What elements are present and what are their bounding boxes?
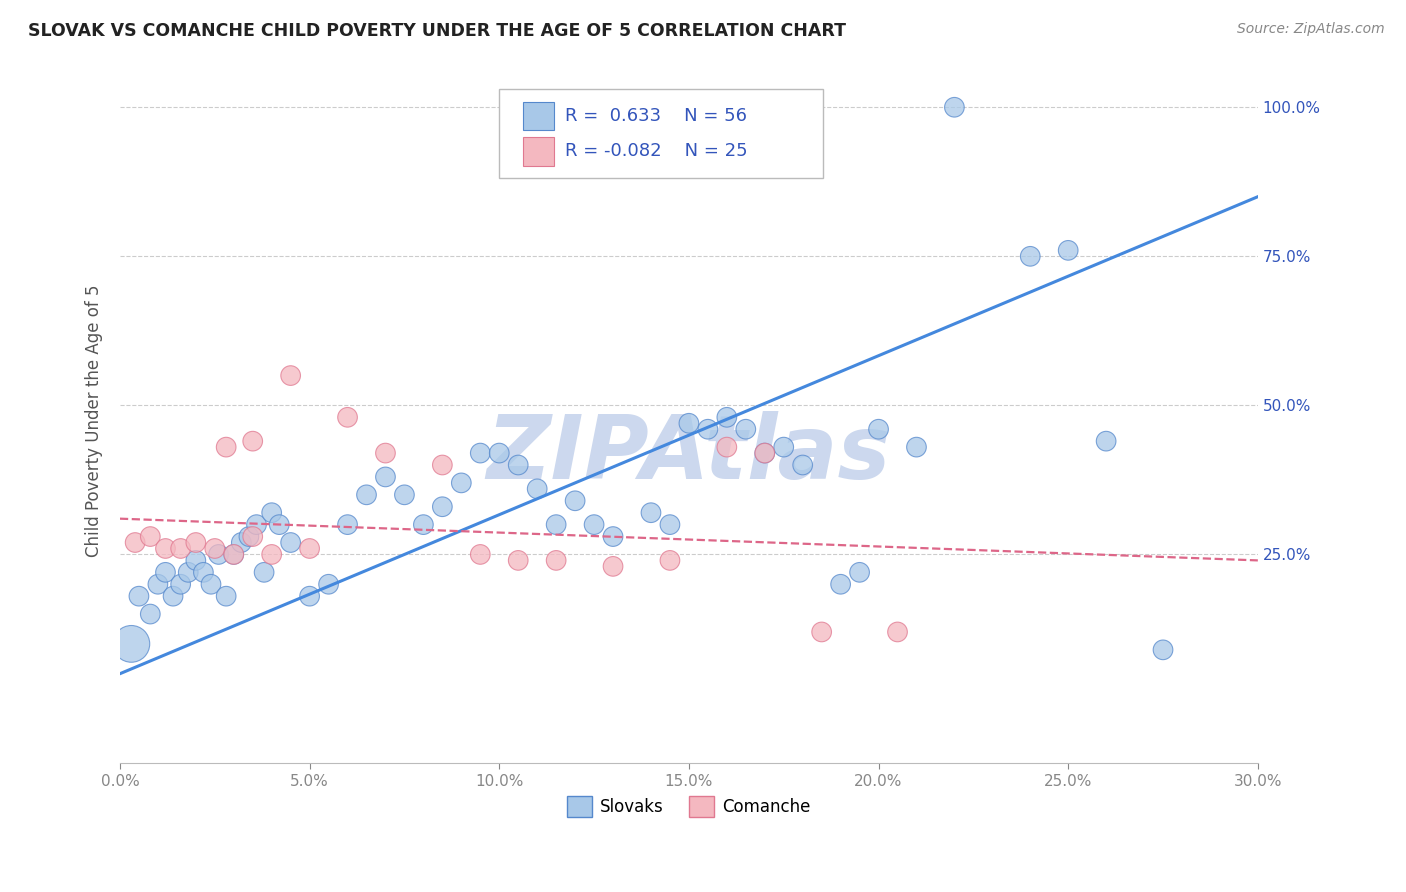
Slovaks <box>207 548 229 562</box>
Slovaks <box>754 446 776 460</box>
Slovaks <box>155 566 177 580</box>
Comanche <box>215 440 238 454</box>
Comanche <box>184 535 207 549</box>
Comanche <box>280 368 302 383</box>
Slovaks <box>678 417 700 431</box>
Slovaks <box>564 493 586 508</box>
Slovaks <box>1152 643 1174 657</box>
Slovaks <box>696 422 718 436</box>
Comanche <box>602 559 624 574</box>
Slovaks <box>450 475 472 490</box>
Slovaks <box>253 566 276 580</box>
Text: R =  0.633    N = 56: R = 0.633 N = 56 <box>565 107 747 125</box>
Slovaks <box>508 458 530 472</box>
Slovaks <box>269 517 291 532</box>
Comanche <box>139 530 162 544</box>
Slovaks <box>546 517 568 532</box>
Slovaks <box>374 470 396 484</box>
Slovaks <box>658 517 681 532</box>
Slovaks <box>716 410 738 425</box>
Slovaks <box>905 440 928 454</box>
Comanche <box>508 553 530 567</box>
Slovaks <box>231 535 253 549</box>
Comanche <box>169 541 191 556</box>
Slovaks <box>184 553 207 567</box>
Slovaks <box>128 589 150 603</box>
Text: Source: ZipAtlas.com: Source: ZipAtlas.com <box>1237 22 1385 37</box>
Slovaks <box>146 577 169 591</box>
Slovaks <box>394 488 416 502</box>
Slovaks <box>470 446 492 460</box>
Slovaks <box>488 446 510 460</box>
Slovaks <box>583 517 606 532</box>
Slovaks <box>868 422 890 436</box>
Comanche <box>242 530 264 544</box>
Comanche <box>124 535 146 549</box>
Slovaks <box>848 566 870 580</box>
Comanche <box>260 548 283 562</box>
Comanche <box>374 446 396 460</box>
Comanche <box>432 458 454 472</box>
Slovaks <box>1057 244 1080 258</box>
Slovaks <box>193 566 215 580</box>
Text: SLOVAK VS COMANCHE CHILD POVERTY UNDER THE AGE OF 5 CORRELATION CHART: SLOVAK VS COMANCHE CHILD POVERTY UNDER T… <box>28 22 846 40</box>
Slovaks <box>215 589 238 603</box>
Slovaks <box>298 589 321 603</box>
Slovaks <box>602 530 624 544</box>
Slovaks <box>526 482 548 496</box>
Slovaks <box>162 589 184 603</box>
Comanche <box>658 553 681 567</box>
Slovaks <box>280 535 302 549</box>
Slovaks <box>943 100 966 114</box>
Comanche <box>546 553 568 567</box>
Comanche <box>810 624 832 639</box>
Slovaks <box>200 577 222 591</box>
Comanche <box>242 434 264 449</box>
Slovaks <box>139 607 162 621</box>
Slovaks <box>177 566 200 580</box>
Comanche <box>204 541 226 556</box>
Legend: Slovaks, Comanche: Slovaks, Comanche <box>561 789 817 823</box>
Slovaks <box>260 506 283 520</box>
Slovaks <box>772 440 794 454</box>
Comanche <box>716 440 738 454</box>
Slovaks <box>238 530 260 544</box>
Slovaks <box>318 577 340 591</box>
Slovaks <box>640 506 662 520</box>
Slovaks <box>245 517 267 532</box>
Slovaks <box>792 458 814 472</box>
Slovaks <box>432 500 454 514</box>
Y-axis label: Child Poverty Under the Age of 5: Child Poverty Under the Age of 5 <box>86 284 103 557</box>
Slovaks <box>336 517 359 532</box>
Comanche <box>155 541 177 556</box>
Slovaks <box>734 422 756 436</box>
Comanche <box>754 446 776 460</box>
Comanche <box>470 548 492 562</box>
Slovaks <box>169 577 191 591</box>
Comanche <box>298 541 321 556</box>
Slovaks <box>830 577 852 591</box>
Slovaks <box>412 517 434 532</box>
Slovaks <box>1095 434 1118 449</box>
Comanche <box>222 548 245 562</box>
Slovaks <box>356 488 378 502</box>
Slovaks <box>222 548 245 562</box>
Comanche <box>336 410 359 425</box>
Text: ZIPAtlas: ZIPAtlas <box>486 411 891 498</box>
Slovaks <box>120 637 142 651</box>
Text: R = -0.082    N = 25: R = -0.082 N = 25 <box>565 143 748 161</box>
Comanche <box>886 624 908 639</box>
Slovaks <box>1019 249 1042 263</box>
